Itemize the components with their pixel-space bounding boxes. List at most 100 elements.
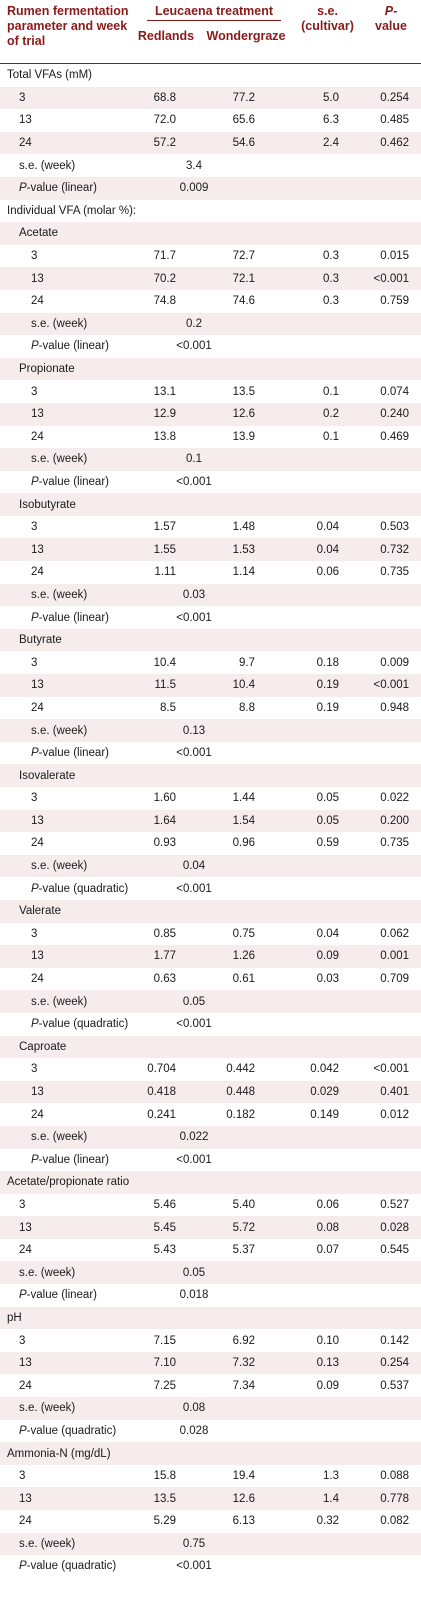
week-cell: 24 — [31, 1108, 44, 1121]
pooled-row: s.e. (week) 0.05 — [0, 990, 421, 1013]
pooled-row: P-value (linear) 0.018 — [0, 1284, 421, 1307]
p-value-cell: 0.015 — [380, 250, 410, 263]
pooled-value: 0.2 — [134, 312, 295, 336]
section-label: Butyrate — [0, 628, 421, 652]
empty-cell — [294, 1125, 362, 1149]
table-row: 3 10.4 9.7 0.18 0.009 — [0, 651, 421, 674]
redlands-cell: 5.45 — [134, 1216, 198, 1239]
redlands-cell: 74.8 — [153, 295, 176, 308]
se-cultivar-cell: 0.08 — [294, 1216, 362, 1239]
pooled-label: s.e. (week) — [0, 312, 134, 336]
table-row: 24 0.63 0.61 0.03 0.709 — [0, 968, 421, 991]
empty-cell — [361, 1397, 421, 1420]
p-value-cell: 0.001 — [361, 945, 421, 968]
wondergraze-cell: 0.61 — [232, 973, 256, 986]
pooled-label: s.e. (week) — [0, 854, 134, 878]
empty-cell — [294, 990, 362, 1013]
pooled-row: s.e. (week) 0.2 — [0, 312, 421, 336]
pooled-label: s.e. (week) — [0, 583, 134, 607]
week-cell: 24 — [31, 295, 44, 308]
wondergraze-cell: 19.4 — [232, 1470, 256, 1483]
header-parameter: Rumen fermentation parameter and week of… — [7, 4, 129, 48]
p-value-cell: 0.503 — [380, 521, 410, 534]
empty-cell — [294, 877, 361, 900]
se-cultivar-cell: 1.3 — [323, 1470, 340, 1483]
table-row: 13 0.418 0.448 0.029 0.401 — [0, 1080, 421, 1104]
empty-cell — [361, 1125, 421, 1149]
se-cultivar-cell: 0.1 — [323, 385, 340, 398]
se-cultivar-cell: 0.09 — [316, 1379, 340, 1392]
p-value-cell: 0.142 — [380, 1334, 410, 1347]
week-cell: 3 — [31, 927, 38, 940]
table-row: 13 5.45 5.72 0.08 0.028 — [0, 1216, 421, 1239]
empty-cell — [294, 1420, 361, 1443]
table-row: 24 13.8 13.9 0.1 0.469 — [0, 426, 421, 449]
section-label: Total VFAs (mM) — [7, 69, 92, 82]
table-row: 13 1.55 1.53 0.04 0.732 — [0, 538, 421, 562]
pooled-label: s.e. (week) — [0, 1397, 134, 1420]
table-row: 24 57.2 54.6 2.4 0.462 — [0, 131, 421, 155]
wondergraze-cell: 54.6 — [198, 131, 295, 155]
pooled-value: <0.001 — [176, 1560, 212, 1573]
redlands-cell: 7.10 — [134, 1351, 198, 1375]
p-value-cell: 0.462 — [361, 131, 421, 155]
table-row: 3 7.15 6.92 0.10 0.142 — [0, 1329, 421, 1352]
empty-cell — [361, 176, 421, 200]
se-cultivar-cell: 0.09 — [294, 945, 362, 968]
redlands-cell: 71.7 — [153, 250, 176, 263]
redlands-cell: 7.15 — [153, 1334, 176, 1347]
week-cell: 3 — [31, 792, 38, 805]
se-cultivar-cell: 0.04 — [316, 927, 340, 940]
pooled-value: 0.03 — [134, 583, 295, 607]
table-row: 13 72.0 65.6 6.3 0.485 — [0, 109, 421, 132]
redlands-cell: 12.9 — [134, 402, 198, 426]
p-value-cell: 0.537 — [380, 1379, 410, 1392]
se-cultivar-cell: 0.18 — [316, 656, 340, 669]
redlands-cell: 5.46 — [153, 1198, 176, 1211]
p-value-cell: 0.732 — [361, 538, 421, 562]
wondergraze-cell: 72.7 — [232, 250, 256, 263]
table-row: 13 7.10 7.32 0.13 0.254 — [0, 1351, 421, 1375]
se-cultivar-cell: 0.06 — [316, 566, 340, 579]
wondergraze-cell: 65.6 — [232, 114, 256, 127]
wondergraze-cell: 74.6 — [232, 295, 256, 308]
table-row: 24 1.11 1.14 0.06 0.735 — [0, 561, 421, 584]
fermentation-table: Rumen fermentation parameter and week of… — [0, 4, 421, 1578]
section-label: Caproate — [0, 1035, 421, 1059]
wondergraze-cell: 13.5 — [232, 385, 256, 398]
table-row: 24 0.241 0.182 0.149 0.012 — [0, 1103, 421, 1126]
p-value-cell: 0.948 — [380, 701, 410, 714]
se-cultivar-cell: 0.3 — [323, 250, 340, 263]
pooled-label: s.e. (week) — [0, 719, 134, 742]
se-cultivar-cell: 0.07 — [316, 1244, 340, 1257]
se-cultivar-cell: 0.13 — [294, 1351, 362, 1375]
pooled-row: s.e. (week) 0.05 — [0, 1261, 421, 1285]
redlands-cell: 8.5 — [160, 701, 176, 714]
redlands-cell: 0.93 — [153, 837, 176, 850]
empty-cell — [361, 1532, 421, 1556]
p-value-cell: 0.074 — [380, 385, 410, 398]
empty-cell — [361, 583, 421, 607]
empty-cell — [294, 854, 362, 878]
pooled-label: P-value (linear) — [31, 611, 109, 624]
p-value-cell: 0.028 — [361, 1216, 421, 1239]
wondergraze-cell: 12.6 — [198, 402, 295, 426]
empty-cell — [294, 1013, 361, 1036]
redlands-cell: 10.4 — [153, 656, 176, 669]
pooled-row: P-value (linear) <0.001 — [0, 335, 421, 358]
empty-cell — [361, 312, 421, 336]
pooled-row: P-value (quadratic) <0.001 — [0, 1555, 421, 1578]
pooled-row: s.e. (week) 0.08 — [0, 1397, 421, 1420]
pooled-value: <0.001 — [176, 882, 212, 895]
se-cultivar-cell: 0.2 — [294, 402, 362, 426]
redlands-cell: 0.85 — [153, 927, 176, 940]
wondergraze-cell: 1.54 — [198, 809, 295, 833]
week-cell: 13 — [0, 1080, 134, 1104]
p-value-cell: 0.759 — [380, 295, 410, 308]
pooled-row: P-value (linear) 0.009 — [0, 176, 421, 200]
p-value-cell: 0.709 — [380, 973, 410, 986]
pooled-value: 0.05 — [134, 990, 295, 1013]
redlands-cell: 1.64 — [134, 809, 198, 833]
redlands-cell: 1.60 — [153, 792, 176, 805]
redlands-cell: 0.63 — [153, 973, 176, 986]
